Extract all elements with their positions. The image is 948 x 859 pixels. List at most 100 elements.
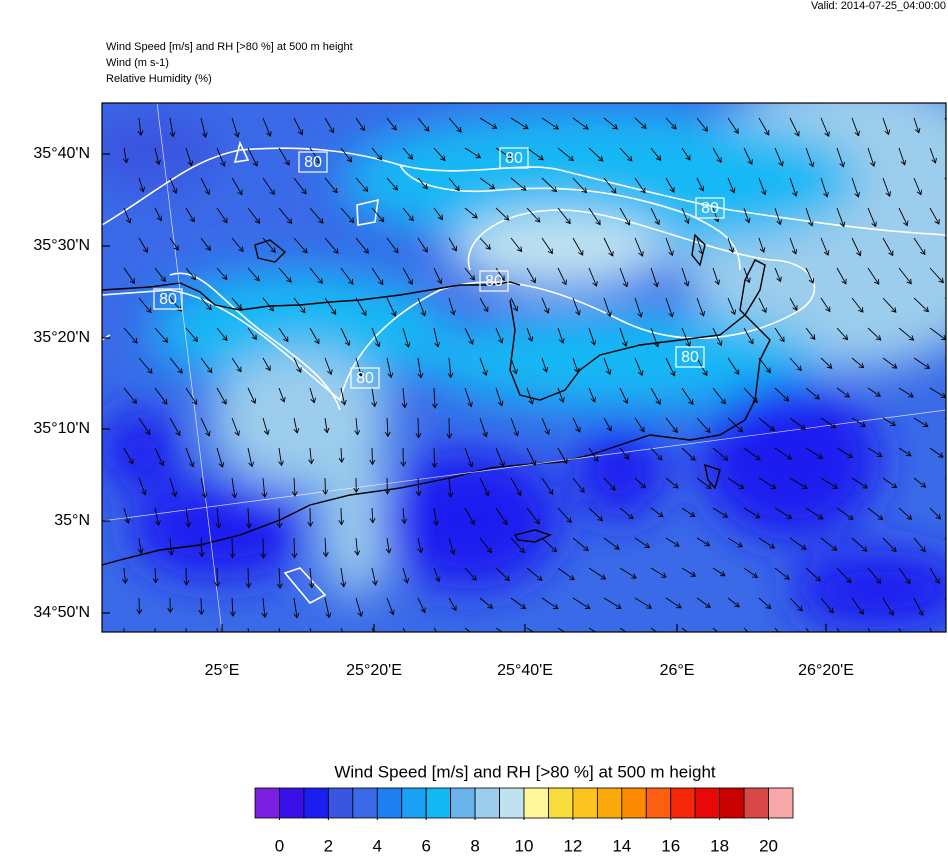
wind-arrow	[448, 297, 456, 316]
lat-label: 34°50'N	[33, 604, 90, 621]
wind-arrow	[278, 147, 290, 166]
wind-arrow	[526, 507, 540, 525]
wind-arrow	[185, 387, 198, 406]
wind-arrow	[324, 177, 338, 194]
wind-arrow	[836, 327, 849, 341]
wind-arrow	[898, 507, 913, 520]
colorbar-box	[327, 787, 354, 819]
wind-arrow	[200, 237, 211, 251]
colorbar-box	[768, 787, 794, 819]
wind-arrow	[836, 507, 854, 520]
colorbar-tick-label: 4	[373, 836, 382, 854]
contour-label-box	[153, 288, 183, 310]
wind-arrow	[340, 567, 347, 588]
wind-arrow	[479, 297, 489, 313]
wind-arrow	[572, 597, 591, 610]
wind-arrow	[774, 387, 790, 402]
wind-arrow	[216, 327, 228, 342]
wind-arrow	[820, 297, 831, 313]
wind-arrow	[619, 267, 629, 288]
wind-arrow	[650, 327, 660, 348]
wind-arrow	[123, 507, 131, 524]
wind-arrow	[665, 537, 680, 547]
wind-arrow	[169, 357, 183, 374]
wind-arrow	[650, 507, 664, 518]
colorbar-tick-label: 0	[275, 836, 284, 854]
wind-arrow	[247, 387, 257, 404]
wind-arrow	[464, 387, 473, 408]
wind-arrow	[526, 267, 536, 284]
wind-arrow	[820, 477, 839, 489]
wind-arrow	[851, 297, 864, 313]
wind-arrow	[278, 627, 281, 632]
wind-arrow	[727, 357, 740, 376]
wind-arrow	[572, 117, 589, 130]
wind-arrow	[898, 387, 914, 398]
colorbar-box	[499, 787, 525, 819]
wind-arrow	[836, 567, 852, 583]
wind-arrow	[541, 117, 560, 130]
wind-arrow	[322, 477, 329, 496]
wind-arrow	[369, 507, 376, 524]
contour-label: 80	[485, 273, 503, 290]
wind-arrow	[588, 507, 604, 522]
wind-arrow	[913, 597, 924, 617]
wind-arrow	[385, 537, 392, 554]
wind-arrow	[276, 567, 283, 589]
wind-arrow	[634, 117, 647, 130]
colorbar-box	[621, 787, 647, 819]
wind-arrow	[867, 267, 880, 285]
wind-arrow	[681, 147, 691, 161]
wind-arrow	[634, 177, 646, 194]
wind-arrow	[167, 597, 174, 614]
wind-arrow	[820, 357, 833, 369]
wind-arrow	[231, 117, 240, 138]
wind-arrow	[200, 357, 213, 374]
wind-arrow	[495, 147, 513, 160]
wind-arrow	[479, 477, 490, 497]
wind-arrow	[386, 237, 399, 254]
colorbar-box	[548, 787, 574, 819]
wind-arrow	[198, 537, 205, 558]
wind-arrow	[774, 507, 793, 519]
colorbar-title: Wind Speed [m/s] and RH [>80 %] at 500 m…	[334, 762, 716, 781]
wind-arrow	[681, 267, 690, 287]
wind-arrow	[603, 537, 620, 550]
wind-arrow	[526, 567, 543, 581]
wind-arrow	[557, 267, 567, 286]
wind-arrow	[355, 117, 365, 132]
wind-arrow	[789, 237, 798, 255]
wind-arrow	[851, 177, 860, 198]
wind-arrow	[820, 597, 834, 614]
wind-arrow	[913, 237, 926, 256]
wind-arrow	[495, 447, 505, 468]
wind-arrow	[696, 537, 711, 547]
wind-arrow	[541, 477, 554, 495]
wind-arrow	[743, 507, 761, 519]
wind-arrow	[789, 117, 800, 137]
wind-arrow	[619, 387, 629, 405]
wind-arrow	[415, 417, 422, 439]
lat-label: 35°40'N	[33, 145, 90, 162]
wind-arrow	[774, 207, 783, 226]
wind-arrow	[324, 597, 332, 619]
colorbar-box	[719, 787, 745, 819]
wind-arrow	[712, 627, 719, 632]
wind-arrow	[447, 477, 454, 498]
wind-arrow	[262, 417, 270, 436]
wind-arrow	[541, 297, 550, 314]
wind-arrow	[929, 447, 944, 458]
colorbar-box	[376, 787, 403, 819]
wind-arrow	[588, 267, 598, 287]
wind-arrow	[634, 477, 647, 489]
wind-arrow	[727, 597, 740, 608]
wind-arrow	[479, 597, 494, 609]
map-field	[102, 103, 946, 632]
wind-arrow	[588, 447, 599, 462]
colorbar-tick-label: 12	[563, 836, 582, 854]
colorbar-box	[254, 787, 280, 819]
wind-arrow	[913, 177, 923, 196]
wind-arrow	[479, 117, 498, 129]
wind-arrow	[526, 147, 544, 161]
wind-arrow	[231, 477, 238, 499]
